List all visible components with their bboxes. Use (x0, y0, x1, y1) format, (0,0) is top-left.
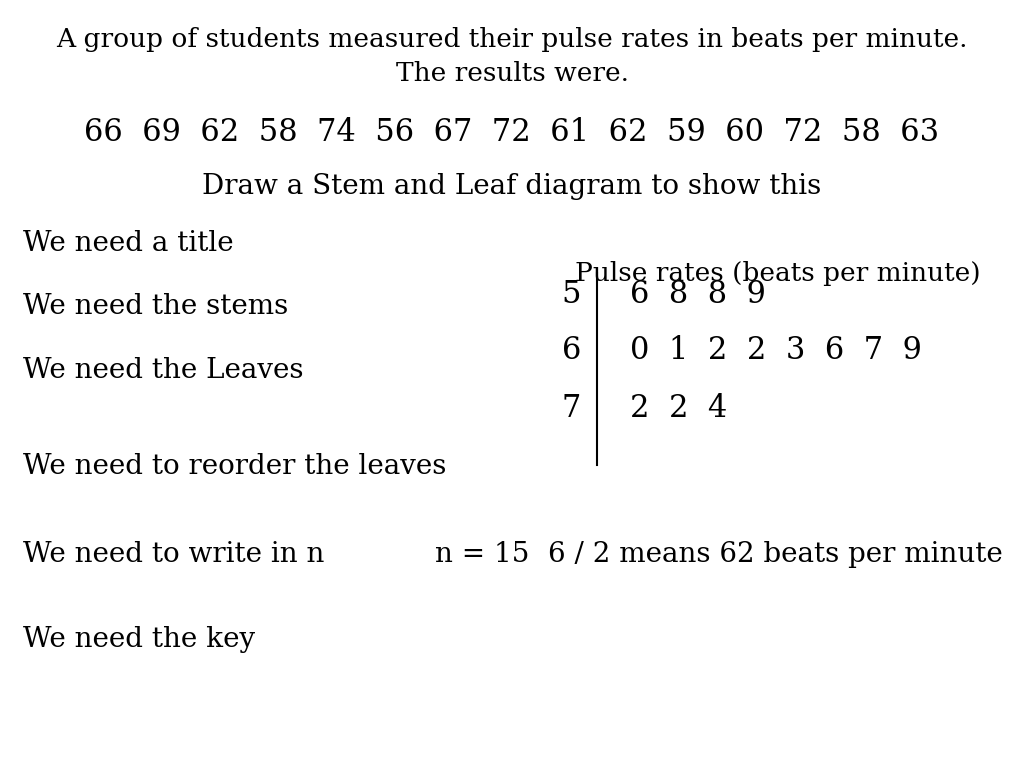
Text: We need to write in n: We need to write in n (23, 541, 324, 568)
Text: 2  2  4: 2 2 4 (630, 393, 727, 424)
Text: 7: 7 (562, 393, 581, 424)
Text: Pulse rates (beats per minute): Pulse rates (beats per minute) (575, 261, 981, 286)
Text: We need the Leaves: We need the Leaves (23, 357, 303, 384)
Text: A group of students measured their pulse rates in beats per minute.: A group of students measured their pulse… (56, 27, 968, 52)
Text: 0  1  2  2  3  6  7  9: 0 1 2 2 3 6 7 9 (630, 336, 922, 366)
Text: The results were.: The results were. (395, 61, 629, 87)
Text: We need to reorder the leaves: We need to reorder the leaves (23, 453, 445, 480)
Text: n = 15: n = 15 (435, 541, 529, 568)
Text: 66  69  62  58  74  56  67  72  61  62  59  60  72  58  63: 66 69 62 58 74 56 67 72 61 62 59 60 72 5… (84, 117, 940, 147)
Text: We need the stems: We need the stems (23, 293, 288, 320)
Text: 6  8  8  9: 6 8 8 9 (630, 279, 766, 310)
Text: Draw a Stem and Leaf diagram to show this: Draw a Stem and Leaf diagram to show thi… (203, 173, 821, 200)
Text: 5: 5 (561, 279, 582, 310)
Text: 6 / 2 means 62 beats per minute: 6 / 2 means 62 beats per minute (548, 541, 1002, 568)
Text: We need a title: We need a title (23, 230, 233, 257)
Text: We need the key: We need the key (23, 626, 255, 653)
Text: 6: 6 (562, 336, 581, 366)
